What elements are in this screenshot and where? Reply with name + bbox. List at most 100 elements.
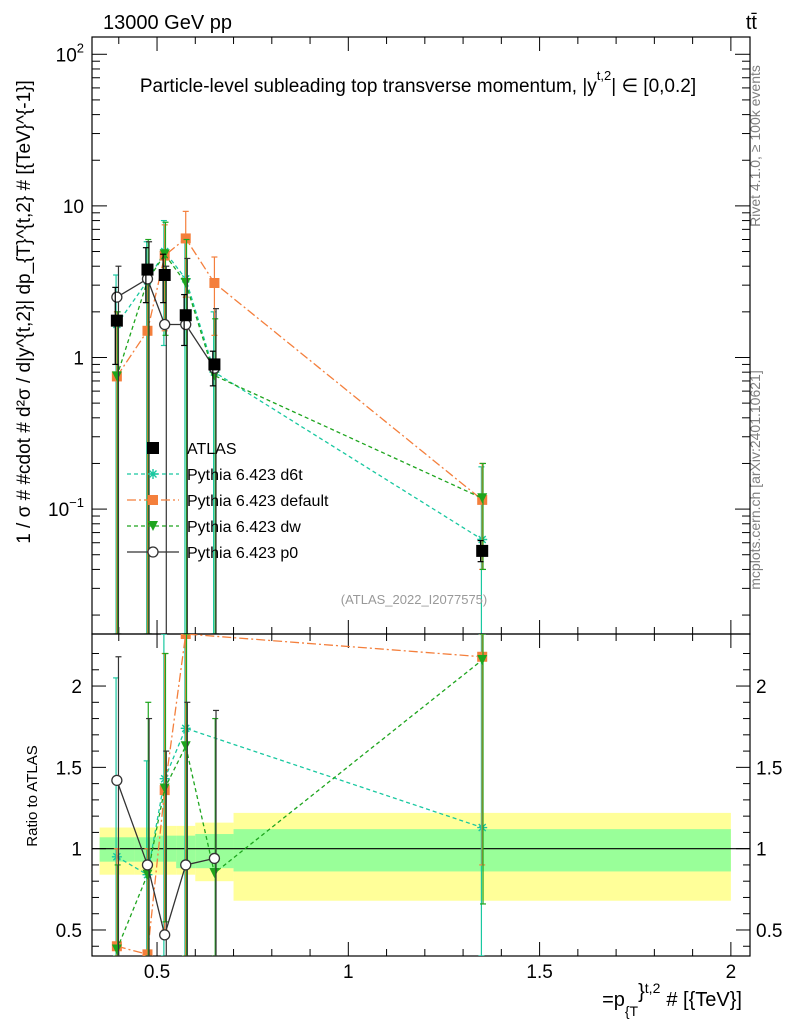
- series-line: [116, 250, 483, 541]
- legend: ATLAS Pythia 6.423 d6t Pythia 6.423 defaul…: [127, 441, 329, 562]
- series-pythia-6-423-default: [111, 634, 488, 956]
- data-point: [141, 263, 154, 276]
- y-tick-label: 102: [56, 40, 84, 66]
- x-tick-label: 2: [726, 962, 737, 983]
- ratio-y-axis-title: Ratio to ATLAS: [24, 745, 41, 846]
- y-tick-label: 10−1: [48, 495, 84, 521]
- legend-entry: Pythia 6.423 default: [127, 493, 329, 510]
- y-tick-base: 1: [73, 348, 84, 369]
- legend-label: Pythia 6.423 default: [187, 493, 329, 510]
- series-line: [116, 659, 483, 950]
- data-point: [111, 944, 122, 955]
- ratio-y-tick-label-right: 0.5: [756, 921, 782, 942]
- data-point: [180, 277, 191, 288]
- series-pythia-6-423-dw: [111, 221, 488, 634]
- ratio-y-tick-label: 2: [71, 677, 82, 698]
- data-point: [148, 495, 158, 505]
- process-label: tt̄: [746, 12, 758, 34]
- x-axis-title: =p{T}t,2 # [{TeV}]: [602, 980, 742, 1019]
- legend-label: Pythia 6.423 d6t: [187, 467, 303, 484]
- y-tick-base: 10: [63, 197, 84, 218]
- data-point: [148, 469, 158, 479]
- series-line: [116, 237, 483, 501]
- main-y-axis-title: 1 / σ # #cdot # d²σ / d|y^{t,2}| dp_{T}^…: [14, 80, 35, 544]
- data-point: [477, 655, 488, 666]
- data-point: [180, 859, 192, 871]
- analysis-watermark: (ATLAS_2022_I2077575): [341, 592, 487, 607]
- series-pythia-6-423-dw: [111, 634, 488, 956]
- x-axis-title-sup: t,2: [645, 980, 661, 996]
- x-tick-label: 1.5: [526, 962, 552, 983]
- data-point: [148, 521, 158, 531]
- data-point: [477, 493, 488, 504]
- ratio-y-tick-label: 0.5: [56, 921, 82, 942]
- data-point: [111, 371, 122, 382]
- chart-title-superscript: t,2: [597, 68, 611, 83]
- data-point: [142, 325, 153, 336]
- data-point: [179, 309, 192, 322]
- series-line: [116, 253, 483, 499]
- x-axis-title-tail: # [{TeV}]: [666, 989, 742, 1011]
- y-tick-label: 1: [73, 348, 84, 369]
- data-point: [159, 783, 170, 794]
- rivet-version-label: Rivet 4.1.0, ≥ 100k events: [747, 65, 763, 227]
- data-point: [111, 774, 123, 787]
- data-point: [141, 859, 154, 871]
- data-point: [147, 442, 159, 454]
- energy-label: 13000 GeV pp: [103, 12, 232, 34]
- data-point: [147, 546, 159, 558]
- ratio-y-tick-label-right: 1.5: [756, 758, 782, 779]
- legend-entry: Pythia 6.423 p0: [127, 545, 298, 562]
- chart-title-tail: | ∈ [0,0.2]: [611, 76, 696, 97]
- ratio-y-tick-label-right: 1: [756, 840, 767, 861]
- series-pythia-6-423-d6t: [111, 219, 488, 634]
- data-point: [110, 314, 123, 327]
- legend-label: ATLAS: [187, 441, 237, 458]
- data-point: [180, 741, 191, 752]
- legend-entry: Pythia 6.423 dw: [127, 519, 301, 536]
- chart-title: Particle-level subleading top transverse…: [140, 68, 696, 97]
- legend-entry: ATLAS: [147, 441, 237, 458]
- data-point: [208, 852, 221, 865]
- mcplots-label: mcplots.cern.ch [arXiv:2401.10621]: [747, 370, 763, 589]
- data-point: [142, 869, 153, 880]
- x-axis-title-main: =p: [602, 989, 625, 1011]
- data-point: [209, 277, 220, 288]
- data-point: [159, 318, 171, 331]
- x-tick-label: 0.5: [144, 962, 170, 983]
- data-point: [180, 233, 191, 244]
- data-point: [209, 868, 220, 879]
- data-point: [142, 949, 153, 956]
- legend-entry: Pythia 6.423 d6t: [127, 467, 303, 484]
- data-point: [111, 291, 123, 303]
- ratio-y-tick-label: 1: [71, 840, 82, 861]
- data-point: [159, 929, 171, 941]
- y-tick-base: 10: [48, 500, 69, 521]
- ratio-uncertainty-bands: [99, 812, 731, 901]
- y-tick-exponent: 2: [77, 40, 84, 55]
- data-point: [158, 269, 171, 282]
- series-line: [116, 727, 483, 876]
- data-point: [476, 544, 489, 557]
- x-tick-label: 1: [343, 962, 354, 983]
- ratio-frame: [91, 633, 751, 957]
- series-atlas: [110, 247, 489, 563]
- x-axis-title-sub: {T: [625, 1003, 639, 1019]
- chart-title-main: Particle-level subleading top transverse…: [140, 76, 597, 97]
- ratio-y-tick-label: 1.5: [56, 758, 82, 779]
- legend-label: Pythia 6.423 p0: [187, 545, 298, 562]
- y-tick-base: 10: [56, 45, 77, 66]
- y-tick-label: 10: [63, 197, 84, 218]
- ratio-y-tick-label-right: 2: [756, 677, 767, 698]
- series-pythia-6-423-p0: [111, 656, 221, 956]
- data-point: [180, 634, 191, 639]
- ratio-panel: 0.5 1 1.5 2 0.5 0.5 1 1 1.5 1.5 2 2: [56, 633, 782, 983]
- x-axis-title-brace: }: [638, 981, 645, 1003]
- data-point: [208, 358, 221, 371]
- legend-label: Pythia 6.423 dw: [187, 519, 301, 536]
- y-tick-exponent: −1: [69, 495, 84, 510]
- series-line: [116, 634, 483, 956]
